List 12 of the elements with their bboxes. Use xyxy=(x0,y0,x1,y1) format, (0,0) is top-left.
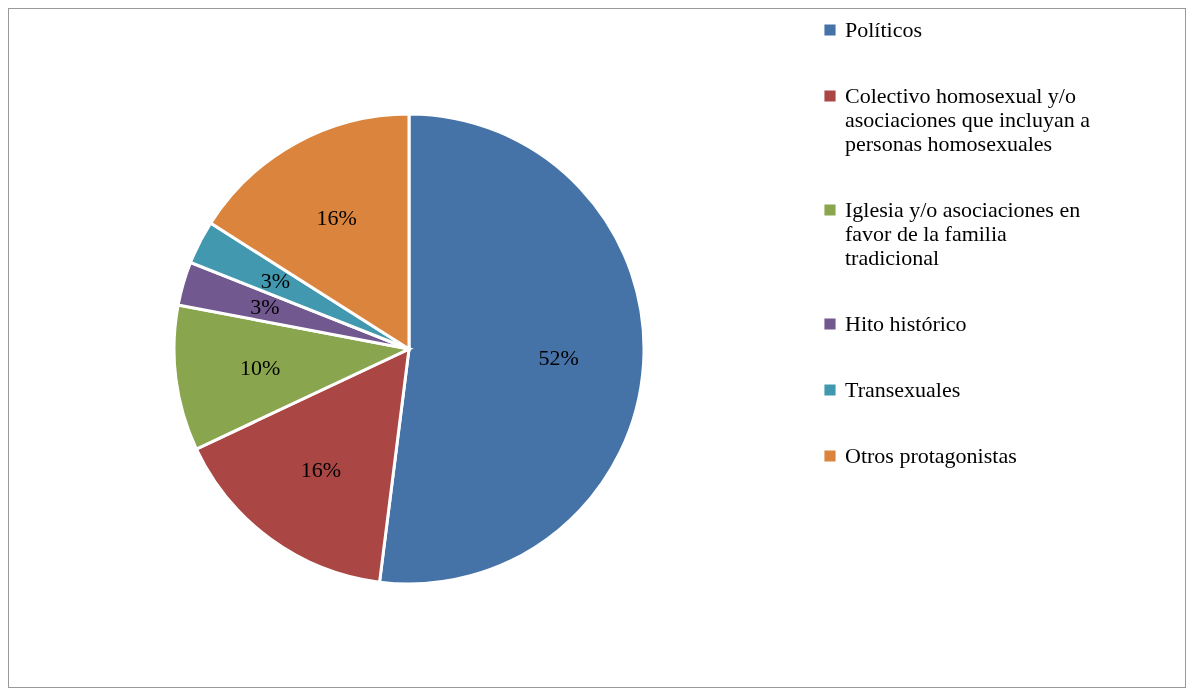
legend-label: Políticos xyxy=(845,17,923,42)
legend-label: Iglesia y/o asociaciones en favor de la familia tradicional xyxy=(845,197,1081,270)
data-label: 52% xyxy=(538,345,579,371)
data-label: 3% xyxy=(250,294,280,320)
legend-label: Transexuales xyxy=(845,377,961,402)
data-label: 10% xyxy=(240,354,281,380)
data-label: 16% xyxy=(300,457,341,483)
legend-label: Otros protagonistas xyxy=(845,443,1017,468)
data-label: 3% xyxy=(260,267,291,293)
legend-label: Hito histórico xyxy=(845,311,967,336)
legend-label: Colectivo homosexual y/o asociaciones que incluyan a personas homosexuales xyxy=(845,83,1091,156)
data-label: 16% xyxy=(316,204,357,230)
